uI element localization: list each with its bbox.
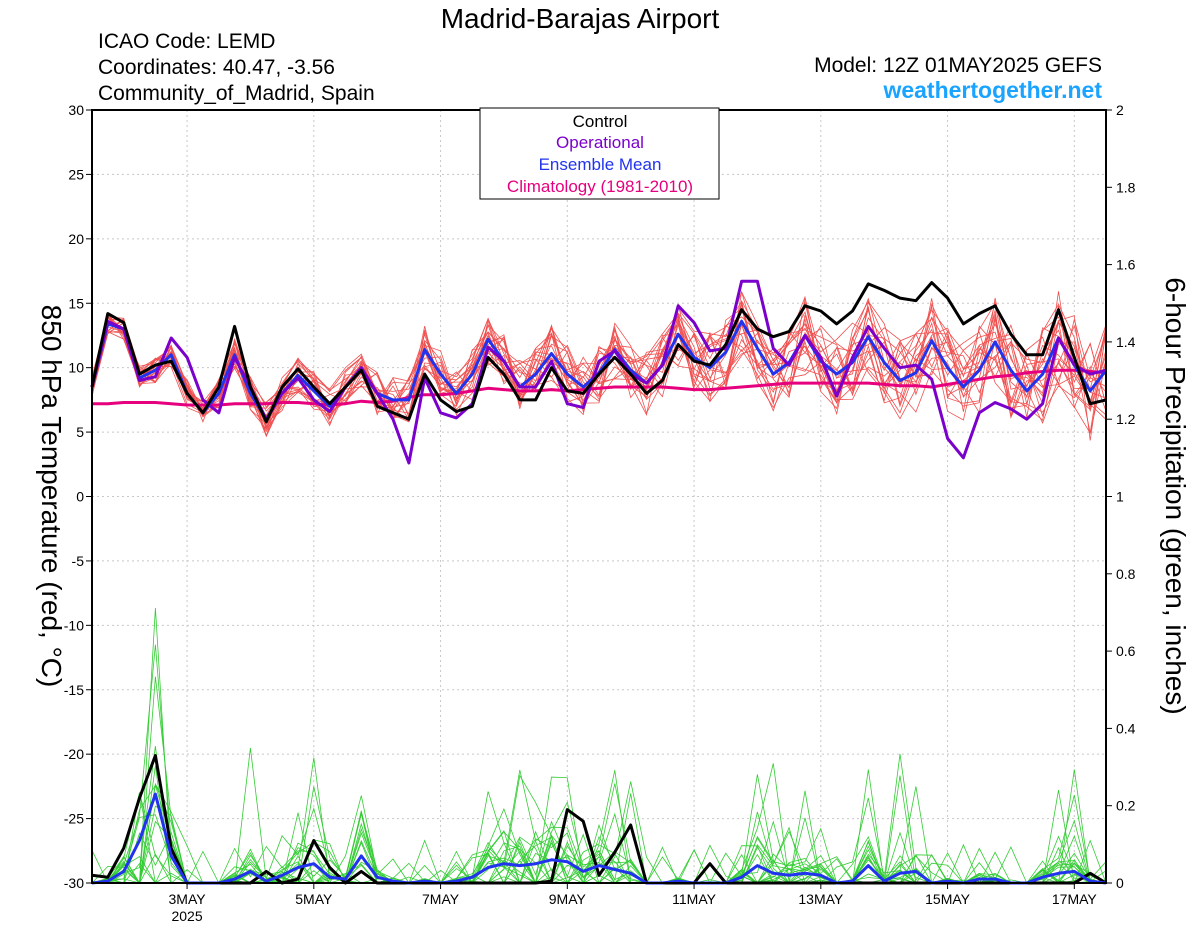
x-axis-ticks: 3MAY 5MAY 7MAY 9MAY 11MAY 13MAY 15MAY 17MAY (169, 883, 1098, 907)
right-tick-label: 2 (1116, 102, 1124, 118)
left-tick-label: -10 (64, 617, 84, 633)
x-tick-label: 17MAY (1052, 891, 1098, 907)
temp-member-line (91, 301, 1107, 438)
left-tick-label: 0 (76, 489, 84, 505)
precip-member-line (92, 607, 1106, 884)
y-axis-label-right: 6-hour Precipitation (green, inches) (1160, 277, 1191, 714)
right-tick-label: 1.8 (1116, 179, 1136, 195)
right-tick-label: 0.4 (1116, 720, 1136, 736)
chart-title: Madrid-Barajas Airport (441, 3, 720, 34)
model-run: Model: 12Z 01MAY2025 GEFS (814, 54, 1102, 77)
temp-climatology-1981-2010-line (92, 368, 1107, 407)
x-tick-label: 13MAY (798, 891, 844, 907)
temp-member-line (91, 307, 1107, 438)
right-tick-label: 0.8 (1116, 566, 1136, 582)
left-tick-label: -30 (64, 875, 84, 891)
region: Community_of_Madrid, Spain (98, 82, 375, 105)
left-tick-label: -5 (72, 553, 85, 569)
x-tick-label: 7MAY (422, 891, 460, 907)
right-tick-label: 1.6 (1116, 257, 1136, 273)
precip-member-line (91, 676, 1107, 884)
precip-ensemble-mean-line (91, 792, 1107, 885)
legend-climatology: Climatology (1981-2010) (507, 177, 693, 196)
temp-control-line (90, 281, 1107, 424)
legend-ensemble-mean: Ensemble Mean (539, 155, 662, 174)
x-tick-year: 2025 (171, 908, 202, 924)
precip-control-line (91, 754, 1107, 885)
right-tick-label: 0.2 (1116, 798, 1136, 814)
legend-box (479, 107, 720, 200)
legend-operational: Operational (556, 133, 644, 152)
icao-code: ICAO Code: LEMD (98, 30, 275, 53)
precip-member-line (92, 644, 1106, 884)
left-axis-ticks: 30 25 20 15 10 5 0 -5 -10 -15 -20 -25 -30 (64, 102, 92, 891)
brand-link[interactable]: weathertogether.net (882, 77, 1102, 103)
left-tick-label: 15 (68, 295, 84, 311)
x-tick-label: 9MAY (549, 891, 587, 907)
left-tick-label: 5 (76, 424, 84, 440)
left-tick-label: 10 (68, 360, 84, 376)
left-tick-label: 25 (68, 166, 84, 182)
left-tick-label: 30 (68, 102, 84, 118)
left-tick-label: -15 (64, 682, 84, 698)
precip-member-line (91, 795, 1107, 885)
right-tick-label: 1.2 (1116, 411, 1136, 427)
legend-control: Control (573, 112, 628, 131)
right-axis-ticks: 2 1.8 1.6 1.4 1.2 1 0.8 0.6 0.4 0.2 0 (1106, 102, 1136, 891)
legend: Control Operational Ensemble Mean Climat… (479, 107, 720, 200)
right-tick-label: 1 (1116, 489, 1124, 505)
coordinates: Coordinates: 40.47, -3.56 (98, 56, 335, 79)
y-axis-label-left: 850 hPa Temperature (red, °C) (36, 305, 67, 688)
grid (92, 109, 1106, 884)
x-tick-label: 5MAY (295, 891, 333, 907)
left-tick-label: 20 (68, 231, 84, 247)
x-tick-label: 3MAY (169, 891, 207, 907)
left-tick-label: -25 (64, 811, 84, 827)
x-tick-label: 11MAY (672, 891, 716, 907)
right-tick-label: 0.6 (1116, 643, 1136, 659)
right-tick-label: 1.4 (1116, 334, 1136, 350)
left-tick-label: -20 (64, 746, 84, 762)
right-tick-label: 0 (1116, 875, 1124, 891)
x-tick-label: 15MAY (925, 891, 971, 907)
